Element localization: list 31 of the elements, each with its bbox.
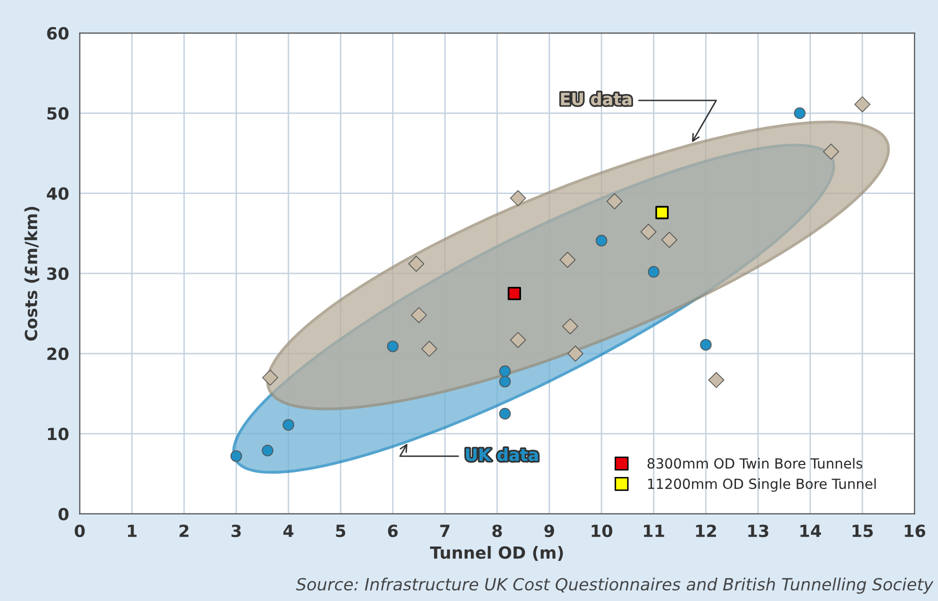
x-tick-label: 10 <box>592 524 612 538</box>
x-tick-label: 14 <box>800 524 822 537</box>
x-tick-label: 3 <box>232 524 241 538</box>
x-tick-label: 2 <box>180 524 188 537</box>
y-tick-label: 40 <box>46 187 69 200</box>
x-tick-label: 11 <box>644 524 664 537</box>
x-tick-label: 5 <box>336 524 346 538</box>
text: EU data <box>561 92 632 106</box>
x-tick-label: 12 <box>696 524 716 537</box>
x-tick-label: 13 <box>748 524 768 538</box>
x-axis-title: Tunnel OD (m) <box>430 546 563 561</box>
y-tick-label: 10 <box>48 428 69 440</box>
y-tick-label: 20 <box>47 348 69 360</box>
x-tick-label: 0 <box>74 524 85 538</box>
legend-label: 8300mm OD Twin Bore Tunnels <box>648 458 862 469</box>
y-tick-label: 30 <box>47 267 69 280</box>
y-tick-label: 50 <box>47 107 69 120</box>
x-tick-label: 9 <box>544 524 554 538</box>
x-tick-label: 16 <box>904 524 926 538</box>
x-tick-label: 8 <box>492 524 502 538</box>
x-tick-label: 4 <box>283 524 294 537</box>
x-tick-label: 1 <box>128 524 137 537</box>
y-axis-title: Costs (£m/km) <box>24 206 40 341</box>
y-tick-label: 0 <box>58 508 69 520</box>
source-note: Source: Infrastructure UK Cost Questionnaires and British Tunnelling Society <box>296 578 934 594</box>
x-tick-label: 7 <box>440 524 450 537</box>
x-tick-label: 6 <box>388 524 398 538</box>
y-tick-label: 60 <box>47 27 69 40</box>
text: UK data <box>466 448 538 462</box>
legend-label: 11200mm OD Single Bore Tunnel <box>648 478 876 492</box>
x-tick-label: 15 <box>852 524 873 538</box>
